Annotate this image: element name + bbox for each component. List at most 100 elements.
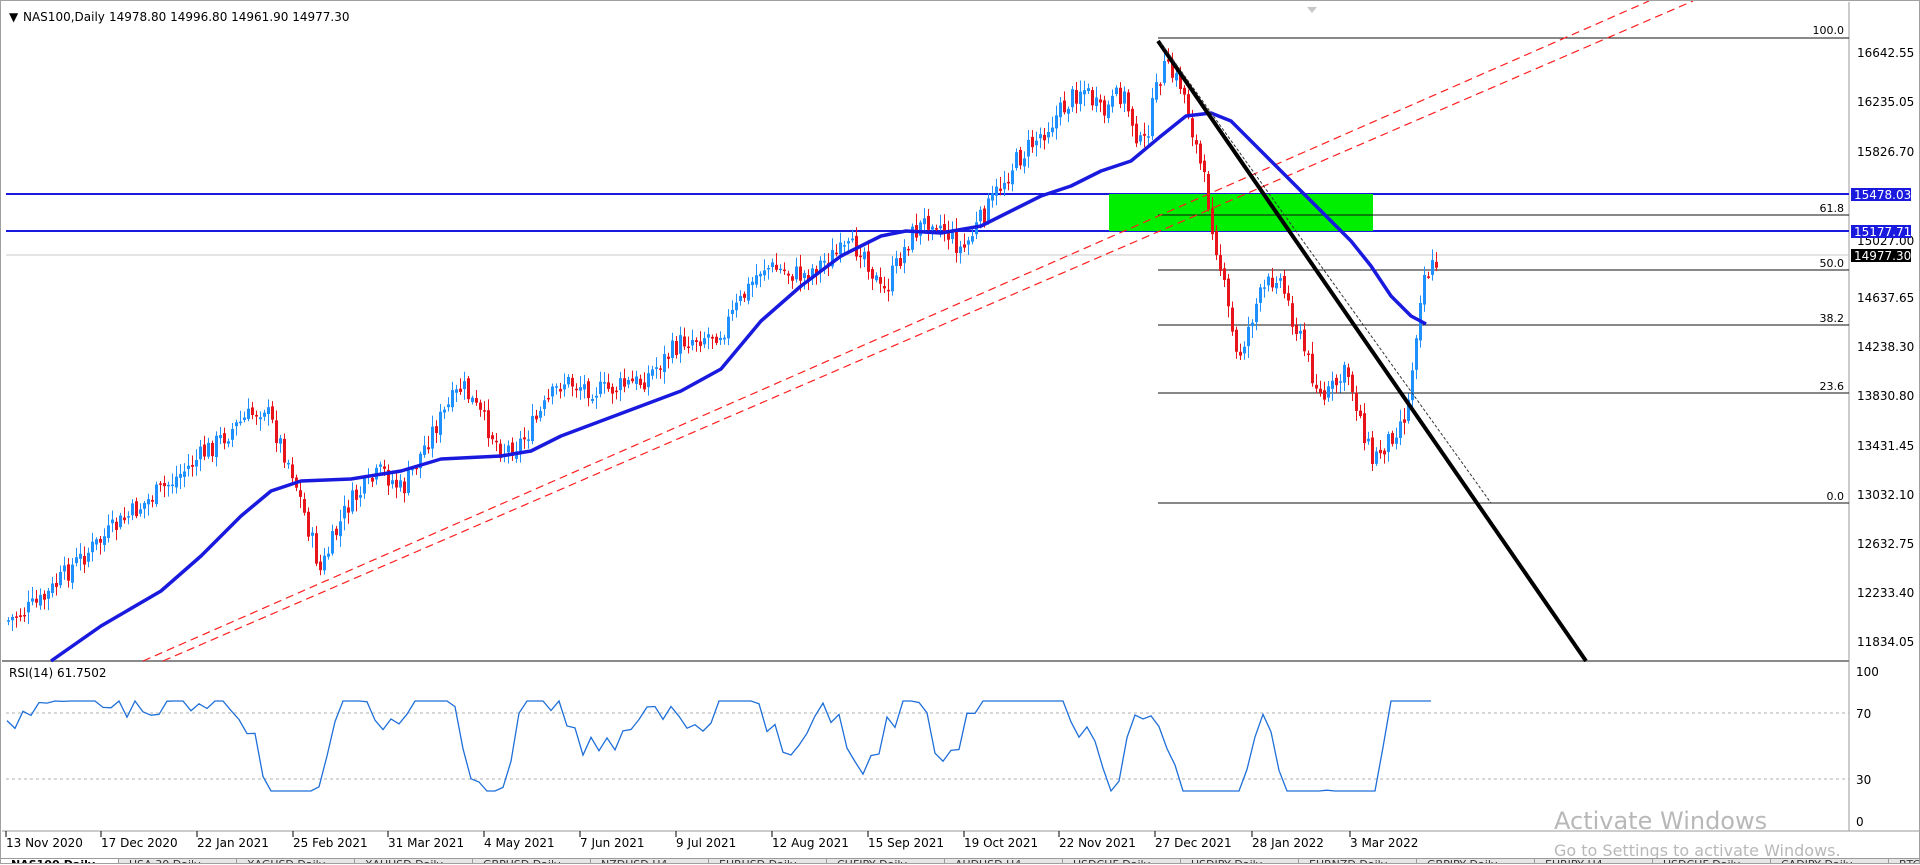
activate-windows-title: Activate Windows [1554, 807, 1767, 835]
candle-body [463, 381, 466, 390]
candle-body [1315, 384, 1318, 389]
candle-body [1335, 377, 1338, 386]
candle-body [1059, 102, 1062, 118]
candle-body [1211, 208, 1214, 235]
candle-body [1163, 60, 1166, 83]
candle-body [755, 275, 758, 285]
candle-body [907, 248, 910, 251]
chart-tab[interactable]: NAS100,Daily [1, 859, 119, 863]
chart-tab[interactable]: GBPJPY,Daily [1417, 859, 1535, 863]
candle-body [267, 407, 270, 415]
candle-body [695, 340, 698, 342]
price-tick: 14238.30 [1857, 340, 1914, 354]
candle-body [531, 415, 534, 442]
candle-body [1195, 140, 1198, 145]
candle-body [735, 302, 738, 311]
candle-body [655, 367, 658, 369]
candle-body [1171, 59, 1174, 78]
candle-body [1091, 90, 1094, 106]
candle-body [351, 490, 354, 512]
candle-body [999, 188, 1002, 191]
candle-body [667, 356, 670, 359]
shift-marker-icon[interactable] [1307, 7, 1317, 13]
candle-body [1383, 450, 1386, 455]
downtrend-dotted-line[interactable] [1160, 42, 1492, 504]
time-label: 31 Mar 2021 [388, 836, 464, 850]
candle-body [831, 250, 834, 267]
candle-body [639, 378, 642, 385]
candle-body [303, 499, 306, 513]
candle-body [379, 464, 382, 467]
candle-body [15, 616, 18, 618]
chart-tab[interactable]: EURNZD,Daily [1299, 859, 1417, 863]
candle-body [415, 467, 418, 470]
price-tick: 14637.65 [1857, 291, 1914, 305]
time-label: 27 Dec 2021 [1155, 836, 1232, 850]
trend-channel-upper[interactable] [142, 1, 1650, 662]
candle-body [719, 337, 722, 341]
candle-body [1319, 388, 1322, 393]
fib-label-50: 50.0 [1820, 257, 1845, 270]
candle-body [923, 218, 926, 225]
time-label: 28 Jan 2022 [1252, 836, 1324, 850]
candle-body [1063, 100, 1066, 113]
chart-tab[interactable]: USDCHF,Daily [1653, 859, 1771, 863]
candle-body [1387, 434, 1390, 452]
candle-body [451, 390, 454, 408]
candle-body [223, 433, 226, 444]
candle-body [1435, 261, 1438, 268]
candle-body [583, 384, 586, 390]
candle-body [1363, 413, 1366, 444]
rsi-line[interactable] [6, 699, 1431, 793]
candle-body [227, 441, 230, 444]
chart-tab[interactable]: USDJPY,Daily [1181, 859, 1299, 863]
chart-tab[interactable]: USDCHF,Daily [1063, 859, 1181, 863]
price-tick: 16642.55 [1857, 46, 1914, 60]
downtrend-line[interactable] [1156, 39, 1588, 663]
candle-body [1331, 380, 1334, 389]
chart-tab[interactable]: CADJPY,Daily [1771, 859, 1889, 863]
trend-channel-lower[interactable] [162, 1, 1694, 662]
candle-body [1155, 82, 1158, 100]
candle-body [1139, 135, 1142, 142]
chart-tab[interactable]: BTCUSD [1889, 859, 1919, 863]
fibonacci-retracement[interactable]: 100.0 61.8 50.0 38.2 23.6 0.0 [1158, 24, 1849, 504]
candle-body [407, 470, 410, 493]
candle-body [359, 495, 362, 498]
supply-zone[interactable] [1109, 194, 1373, 231]
candle-body [455, 389, 458, 393]
candle-body [1135, 123, 1138, 144]
time-label: 19 Oct 2021 [964, 836, 1038, 850]
candle-body [1275, 283, 1278, 289]
chart-tab[interactable]: EURUSD,Daily [709, 859, 827, 863]
candle-body [1159, 84, 1162, 86]
candle-body [875, 275, 878, 281]
dropdown-icon[interactable]: ▼ [9, 10, 19, 24]
chart-tab[interactable]: USA 30,Daily [119, 859, 237, 863]
candle-body [79, 553, 82, 559]
candle-body [475, 398, 478, 403]
candle-body [1167, 59, 1170, 62]
candle-body [1247, 326, 1250, 347]
chart-tab[interactable]: GBPUSD,Daily [473, 859, 591, 863]
fib-label-61-8: 61.8 [1820, 202, 1845, 215]
candle-body [939, 225, 942, 229]
candle-body [99, 538, 102, 543]
chart-tab[interactable]: XAUUSD,Daily [355, 859, 473, 863]
candle-body [919, 222, 922, 236]
candle-body [771, 262, 774, 268]
candle-body [1031, 136, 1034, 148]
chart-tab[interactable]: CHFJPY,Daily [827, 859, 945, 863]
candle-body [1207, 173, 1210, 210]
chart-tab[interactable]: EURJPY,H4 [1535, 859, 1653, 863]
candle-body [1295, 325, 1298, 334]
chart-tab[interactable]: NZDUSD,H4 [591, 859, 709, 863]
candle-body [1007, 181, 1010, 184]
chart-tab[interactable]: AUDUSD,H4 [945, 859, 1063, 863]
candle-body [983, 208, 986, 224]
candle-body [215, 435, 218, 458]
chart-tab[interactable]: XAGUSD,Daily [237, 859, 355, 863]
moving-average-line[interactable] [49, 111, 1427, 663]
candle-body [347, 507, 350, 513]
